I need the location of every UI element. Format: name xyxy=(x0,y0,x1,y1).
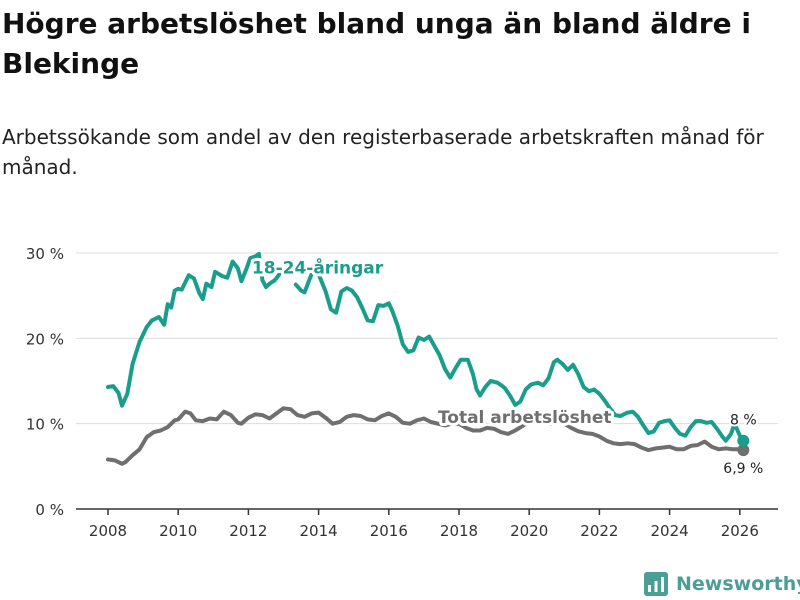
x-tick-label: 2018 xyxy=(440,522,478,540)
series-labels: Total arbetslöshet 18-24-åringar xyxy=(249,253,615,430)
x-tick-label: 2016 xyxy=(370,522,408,540)
y-tick-label: 20 % xyxy=(26,330,64,348)
series-line-18-24-ringar xyxy=(106,251,289,408)
y-tick-labels: 0 % 10 % 20 % 30 % xyxy=(26,245,64,519)
end-value-label-total-arbetsl-shet: 6,9 % xyxy=(723,461,763,477)
brand-name: Newsworthy xyxy=(676,573,800,595)
x-tick-label: 2012 xyxy=(229,522,267,540)
page-title: Högre arbetslöshet bland unga än bland ä… xyxy=(2,7,751,80)
y-tick-label: 0 % xyxy=(35,501,64,519)
x-tick-label: 2020 xyxy=(510,522,548,540)
x-tick-label: 2010 xyxy=(159,522,197,540)
series-line-18-24-ringar-cont xyxy=(293,263,746,443)
series-label-18-24-ringar: 18-24-åringar xyxy=(252,256,384,278)
brand-logo[interactable]: Newsworthy xyxy=(644,570,800,598)
series-lines xyxy=(106,251,746,466)
series-line-total-arbetsl-shet xyxy=(106,406,746,466)
x-ticks: 2008 2010 2012 2014 2016 2018 2020 2022 2024 2026 xyxy=(89,509,759,540)
end-value-label-18-24-ringar: 8 % xyxy=(730,413,757,429)
series-label-total-arbetsl-shet: Total arbetslöshet xyxy=(438,408,612,428)
end-markers: 6,9 % 8 % xyxy=(721,411,765,479)
end-marker-total-arbetsl-shet xyxy=(737,444,750,457)
end-marker-18-24-ringar xyxy=(737,434,750,447)
x-tick-label: 2022 xyxy=(580,522,618,540)
x-tick-label: 2026 xyxy=(721,522,759,540)
x-tick-label: 2008 xyxy=(89,522,127,540)
y-tick-label: 10 % xyxy=(26,416,64,434)
x-tick-label: 2014 xyxy=(300,522,338,540)
page-subtitle: Arbetssökande som andel av den registerb… xyxy=(2,125,764,179)
bar-chart-logo-icon xyxy=(644,572,668,596)
x-tick-label: 2024 xyxy=(651,522,689,540)
y-tick-label: 30 % xyxy=(26,245,64,263)
